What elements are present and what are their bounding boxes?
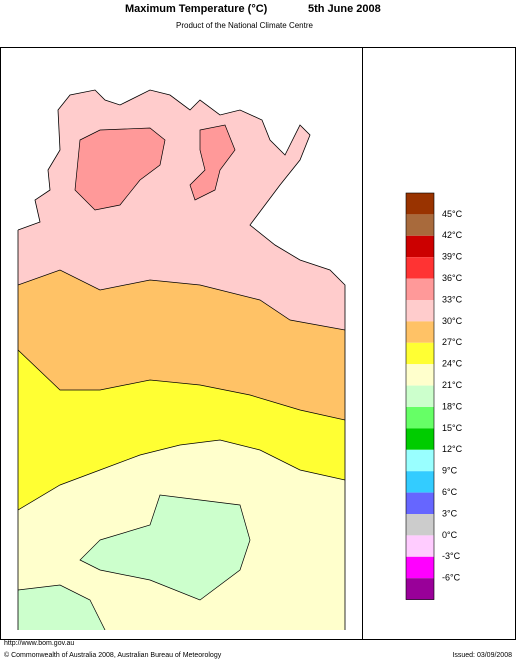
- legend-label: -6°C: [442, 573, 461, 583]
- coastline: [17, 89, 346, 630]
- legend-swatch: [406, 385, 434, 407]
- zone-18: [18, 584, 111, 630]
- legend-swatch: [406, 342, 434, 365]
- legend-label: 30°C: [442, 316, 463, 326]
- legend-swatch: [406, 407, 434, 429]
- legend-swatch: [406, 514, 434, 536]
- temperature-map: [18, 90, 345, 630]
- legend-swatch: [406, 535, 434, 557]
- legend-label: 15°C: [442, 423, 463, 433]
- source-url: http://www.bom.gov.au: [4, 640, 74, 647]
- legend: 45°C 42°C 39°C 36°C 33°C 30°C 27°C 24°C 21°C 18°C…: [405, 192, 463, 600]
- legend-swatch: [406, 278, 434, 300]
- legend-label: 6°C: [442, 487, 458, 497]
- copyright: © Commonwealth of Australia 2008, Austra…: [4, 651, 222, 659]
- legend-swatch: [406, 257, 434, 279]
- legend-label: 18°C: [442, 401, 463, 411]
- legend-swatch: [406, 578, 434, 600]
- legend-label: -3°C: [442, 551, 461, 561]
- legend-label: 39°C: [442, 252, 463, 262]
- legend-label: 42°C: [442, 230, 463, 240]
- legend-label: 24°C: [442, 359, 463, 369]
- legend-swatch: [406, 235, 434, 258]
- date: 5th June 2008: [308, 3, 381, 15]
- legend-label: 12°C: [442, 444, 463, 454]
- subtitle: Product of the National Climate Centre: [176, 21, 314, 30]
- legend-label: 9°C: [442, 466, 458, 476]
- legend-swatch: [406, 449, 434, 472]
- legend-label: 36°C: [442, 273, 463, 283]
- legend-label: 27°C: [442, 337, 463, 347]
- legend-swatch: [406, 471, 434, 493]
- legend-label: 21°C: [442, 380, 463, 390]
- title: Maximum Temperature (°C): [125, 3, 268, 15]
- legend-swatch: [406, 428, 434, 450]
- legend-swatch: [406, 300, 434, 322]
- legend-swatch: [406, 214, 434, 236]
- legend-label: 33°C: [442, 294, 463, 304]
- legend-swatch: [406, 364, 434, 386]
- legend-swatch: [406, 556, 434, 579]
- legend-swatch: [406, 321, 434, 343]
- legend-label: 0°C: [442, 530, 458, 540]
- legend-label: 45°C: [442, 209, 463, 219]
- legend-swatch: [406, 193, 434, 215]
- legend-swatch: [406, 492, 434, 514]
- zone-18: [79, 494, 251, 601]
- zone-36: [74, 127, 166, 211]
- issued-date: Issued: 03/09/2008: [452, 652, 512, 659]
- legend-border: [405, 192, 435, 600]
- legend-label: 3°C: [442, 508, 458, 518]
- zone-36: [189, 124, 236, 201]
